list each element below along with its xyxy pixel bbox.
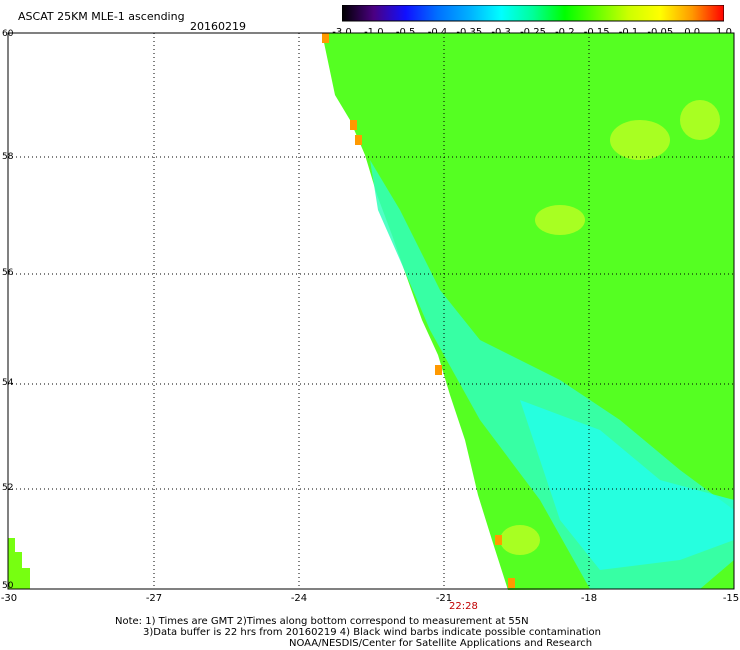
lon-label: -15 [722, 593, 740, 604]
plot-frame [7, 32, 735, 590]
lat-label: 58 [2, 152, 14, 162]
corner-patch [8, 538, 30, 589]
note-line-1: Note: 1) Times are GMT 2)Times along bot… [115, 616, 529, 627]
lat-label: 54 [2, 378, 14, 388]
edge-pixel [322, 33, 329, 43]
lon-label: -30 [0, 593, 18, 604]
colorbar-gradient [342, 5, 724, 22]
note-line-3: NOAA/NESDIS/Center for Satellite Applica… [289, 638, 593, 649]
lon-label: -24 [290, 593, 308, 604]
lat-label: 52 [2, 483, 14, 493]
edge-pixel [350, 120, 357, 130]
lon-label: -27 [145, 593, 163, 604]
cyan-core [520, 400, 734, 570]
pass-time: 22:28 [449, 601, 478, 612]
lat-label: 56 [2, 268, 14, 278]
edge-pixel [508, 578, 515, 588]
edge-pixel [495, 535, 502, 545]
grid-lines [8, 33, 734, 589]
lat-label: 60 [2, 29, 14, 39]
chart-title: ASCAT 25KM MLE-1 ascending [18, 10, 185, 23]
yellow-patch [535, 205, 585, 235]
edge-pixel [355, 135, 362, 145]
yellow-patch [680, 100, 720, 140]
colorbar [342, 5, 724, 22]
yellow-patch [610, 120, 670, 160]
lon-label: -21 [435, 593, 453, 604]
date-label: 20160219 [190, 20, 246, 33]
edge-pixel [435, 365, 442, 375]
data-swath [8, 33, 734, 590]
yellow-patch [500, 525, 540, 555]
lon-label: -18 [580, 593, 598, 604]
lat-label: 50 [2, 581, 14, 591]
note-line-2: 3)Data buffer is 22 hrs from 20160219 4)… [143, 627, 601, 638]
